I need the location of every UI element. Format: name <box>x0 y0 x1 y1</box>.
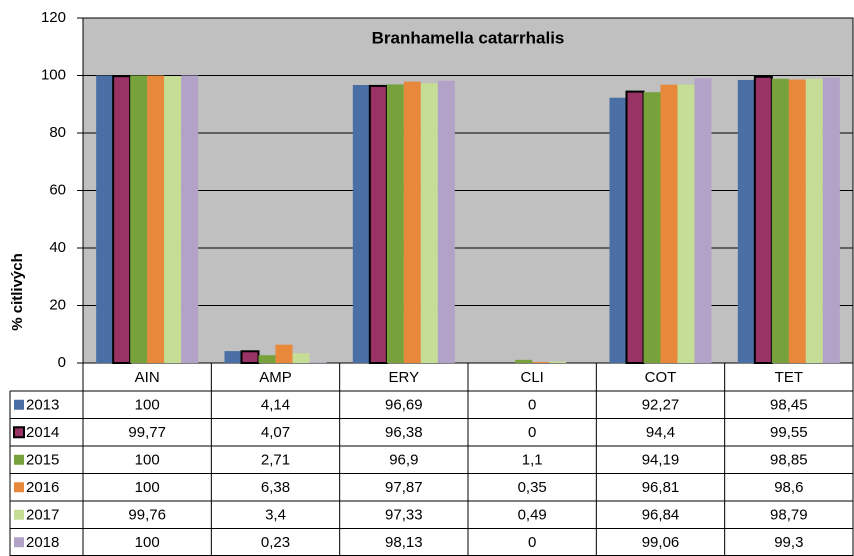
bar <box>677 84 695 364</box>
table-cell: 99,55 <box>770 424 808 441</box>
bar <box>771 78 789 364</box>
y-tick-label: 0 <box>58 354 66 371</box>
legend-label: 2015 <box>26 452 59 469</box>
table-cell: 0,49 <box>518 507 547 524</box>
bar <box>805 78 823 363</box>
table-cell: 96,69 <box>385 397 423 414</box>
y-tick-label: 100 <box>41 66 66 83</box>
table-cell: 100 <box>135 479 160 496</box>
x-tick-label: TET <box>775 369 803 386</box>
bar <box>420 83 438 364</box>
x-tick-label: ERY <box>389 369 420 386</box>
legend-swatch <box>13 426 25 439</box>
bar <box>386 84 404 363</box>
bar <box>643 92 661 364</box>
table-cell: 99,77 <box>128 424 166 441</box>
table-cell: 0,23 <box>261 534 290 551</box>
y-tick-label: 120 <box>41 9 66 26</box>
bar <box>532 361 550 363</box>
bar <box>240 350 260 364</box>
y-tick-label: 80 <box>49 124 66 141</box>
bar <box>549 361 567 363</box>
legend-swatch <box>14 509 24 520</box>
bar <box>275 344 293 363</box>
table-cell: 96,38 <box>385 424 423 441</box>
bar <box>258 355 276 363</box>
bar <box>753 75 773 364</box>
table-cell: 99,3 <box>774 534 803 551</box>
legend-label: 2013 <box>26 397 59 414</box>
bar <box>515 359 533 363</box>
legend-label: 2016 <box>26 479 59 496</box>
x-tick-label: CLI <box>520 369 543 386</box>
y-tick-label: 20 <box>49 296 66 313</box>
table-cell: 4,14 <box>261 397 290 414</box>
bar <box>309 362 327 363</box>
table-cell: 92,27 <box>642 397 680 414</box>
table-cell: 99,76 <box>128 507 166 524</box>
table-cell: 100 <box>135 397 160 414</box>
table-cell: 0 <box>528 534 536 551</box>
bar <box>788 79 806 364</box>
table-cell: 96,84 <box>642 507 680 524</box>
table-cell: 2,71 <box>261 452 290 469</box>
table-cell: 6,38 <box>261 479 290 496</box>
legend-swatch <box>14 454 24 465</box>
bar <box>737 79 755 364</box>
legend-label: 2018 <box>26 534 59 551</box>
table-cell: 3,4 <box>265 507 286 524</box>
table-cell: 94,4 <box>646 424 675 441</box>
bar <box>96 75 114 363</box>
bar <box>352 85 370 364</box>
bar <box>822 77 840 363</box>
table-cell: 96,81 <box>642 479 680 496</box>
table-cell: 100 <box>135 534 160 551</box>
legend-label: 2014 <box>26 424 59 441</box>
table-cell: 98,79 <box>770 507 808 524</box>
bar <box>694 78 712 363</box>
bar <box>625 90 645 364</box>
legend-swatch <box>14 482 24 493</box>
table-cell: 98,13 <box>385 534 423 551</box>
legend-swatch <box>14 537 24 548</box>
chart-title: Branhamella catarrhalis <box>372 28 565 47</box>
table-cell: 0 <box>528 397 536 414</box>
table-cell: 100 <box>135 452 160 469</box>
y-axis-label: % citlivých <box>9 253 26 331</box>
bar <box>164 76 182 363</box>
table-cell: 0,35 <box>518 479 547 496</box>
legend-label: 2017 <box>26 507 59 524</box>
bar <box>292 353 310 363</box>
table-cell: 4,07 <box>261 424 290 441</box>
bar <box>147 75 165 363</box>
table-cell: 96,9 <box>389 452 418 469</box>
legend-swatch <box>14 399 24 410</box>
table-cell: 98,85 <box>770 452 808 469</box>
table-cell: 97,33 <box>385 507 423 524</box>
bar <box>437 80 455 363</box>
bar <box>403 81 421 363</box>
y-tick-label: 40 <box>49 239 66 256</box>
table-cell: 94,19 <box>642 452 680 469</box>
x-tick-label: COT <box>645 369 677 386</box>
bar <box>224 351 242 363</box>
bar <box>609 97 627 363</box>
bar <box>181 75 199 363</box>
bar <box>112 75 132 364</box>
x-tick-label: AIN <box>135 369 160 386</box>
bar <box>660 84 678 363</box>
table-cell: 98,45 <box>770 397 808 414</box>
table-cell: 0 <box>528 424 536 441</box>
bar <box>368 84 388 364</box>
table-cell: 99,06 <box>642 534 680 551</box>
table-cell: 1,1 <box>522 452 543 469</box>
x-tick-label: AMP <box>259 369 292 386</box>
table-cell: 97,87 <box>385 479 423 496</box>
table-cell: 98,6 <box>774 479 803 496</box>
bar <box>130 75 148 363</box>
y-tick-label: 60 <box>49 181 66 198</box>
